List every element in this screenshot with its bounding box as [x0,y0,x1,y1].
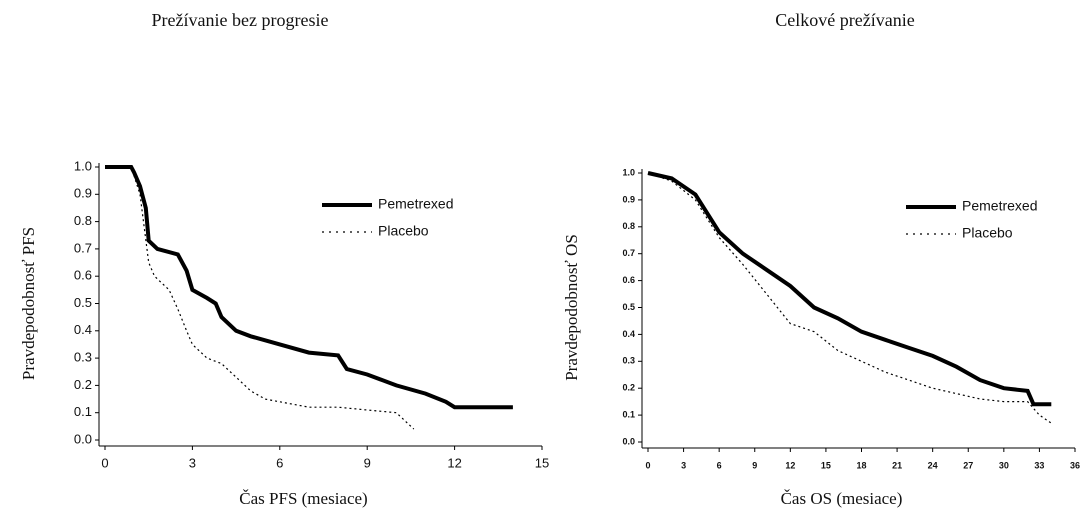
x-tick-label: 33 [1034,460,1044,470]
x-tick-label: 9 [364,455,371,470]
x-tick-label: 15 [535,455,549,470]
legend-label: Pemetrexed [378,196,453,212]
y-tick-label: 0.4 [622,329,635,339]
y-tick-label: 0.8 [622,221,635,231]
y-tick-label: 0.0 [622,436,635,446]
y-tick-label: 0.3 [74,350,92,365]
y-tick-label: 0.2 [622,383,635,393]
x-tick-label: 12 [447,455,461,470]
y-tick-label: 1.0 [74,158,92,173]
x-tick-label: 24 [928,460,938,470]
y-tick-label: 0.9 [622,194,635,204]
x-tick-label: 15 [821,460,831,470]
y-tick-label: 0.4 [74,322,92,337]
y-tick-label: 0.1 [622,409,635,419]
km-curve [647,172,1052,424]
y-tick-label: 0.7 [74,240,92,255]
x-tick-label: 3 [681,460,686,470]
x-tick-label: 3 [189,455,196,470]
x-axis-title: Čas OS (mesiace) [781,489,903,508]
x-axis-title: Čas PFS (mesiace) [239,489,367,508]
x-tick-label: 12 [785,460,795,470]
chart-title: Celkové prežívanie [775,10,914,30]
x-tick-label: 0 [645,460,650,470]
legend-label: Pemetrexed [962,198,1037,214]
x-tick-label: 27 [963,460,973,470]
y-tick-label: 0.0 [74,431,92,446]
chart-title: Prežívanie bez progresie [152,10,329,30]
legend-label: Placebo [962,225,1013,241]
km-curve [105,165,513,410]
y-tick-label: 0.6 [74,268,92,283]
y-tick-label: 0.6 [622,275,635,285]
y-tick-label: 0.2 [74,377,92,392]
y-tick-label: 0.7 [622,248,635,258]
y-tick-label: 0.8 [74,213,92,228]
x-tick-label: 18 [856,460,866,470]
y-tick-label: 1.0 [622,167,635,177]
km-curve [647,171,1052,407]
legend-label: Placebo [378,223,429,239]
y-axis-title: Pravdepodobnosť PFS [19,227,38,380]
x-tick-label: 0 [101,455,108,470]
y-tick-label: 0.5 [74,295,92,310]
y-axis-title: Pravdepodobnosť OS [562,234,581,381]
y-tick-label: 0.9 [74,186,92,201]
x-tick-label: 21 [892,460,902,470]
y-tick-label: 0.3 [622,356,635,366]
x-tick-label: 30 [999,460,1009,470]
x-tick-label: 36 [1070,460,1080,470]
y-tick-label: 0.1 [74,404,92,419]
x-tick-label: 9 [752,460,757,470]
x-tick-label: 6 [717,460,722,470]
x-tick-label: 6 [276,455,283,470]
y-tick-label: 0.5 [622,302,635,312]
